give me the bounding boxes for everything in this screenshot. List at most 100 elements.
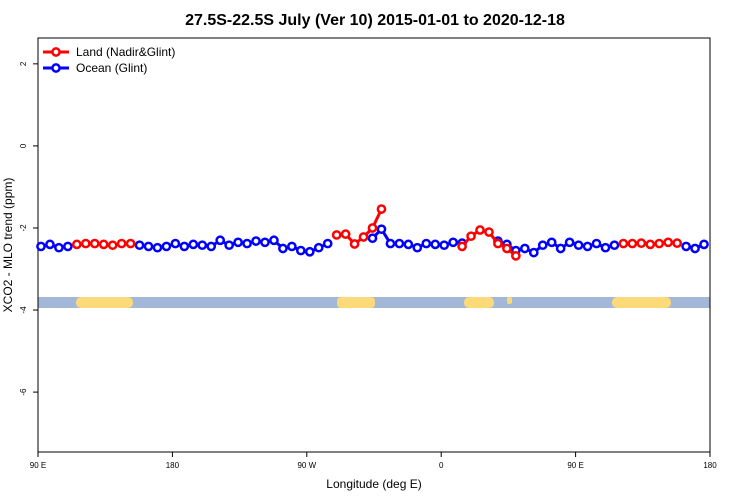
data-point <box>636 238 647 249</box>
x-tick-label: 90 W <box>297 461 316 470</box>
data-point <box>179 241 190 252</box>
data-point <box>430 239 441 250</box>
data-point <box>45 239 55 250</box>
x-axis-label: Longitude (deg E) <box>326 477 421 491</box>
land-patch <box>464 297 494 308</box>
data-point <box>448 237 458 248</box>
data-point <box>564 237 575 248</box>
data-point <box>304 246 315 257</box>
data-point <box>287 241 297 252</box>
data-point <box>681 241 691 252</box>
data-point <box>251 236 261 246</box>
data-point <box>197 240 208 251</box>
data-point <box>493 238 503 249</box>
data-point <box>537 240 548 251</box>
data-point <box>80 238 91 249</box>
data-point <box>519 243 530 254</box>
data-point <box>645 239 656 250</box>
legend-label: Land (Nadir&Glint) <box>76 45 175 59</box>
legend-marker <box>51 63 61 73</box>
data-point <box>331 230 342 240</box>
legend-label: Ocean (Glint) <box>76 61 147 75</box>
data-point <box>134 240 145 251</box>
data-point <box>63 241 73 252</box>
data-point <box>233 237 243 248</box>
data-point <box>367 233 378 244</box>
chart-title: 27.5S-22.5S July (Ver 10) 2015-01-01 to … <box>185 12 565 29</box>
data-point <box>573 240 584 251</box>
data-point <box>242 238 252 249</box>
data-point <box>582 241 593 252</box>
data-point <box>107 240 118 251</box>
data-point <box>349 239 360 249</box>
data-point <box>36 241 46 252</box>
data-point <box>125 238 136 249</box>
x-tick-label: 0 <box>439 461 444 470</box>
data-point <box>403 239 414 250</box>
y-tick-label: -4 <box>19 306 28 314</box>
data-point <box>591 238 602 249</box>
land-patch <box>337 297 375 308</box>
data-point <box>672 238 682 249</box>
data-point <box>439 240 450 251</box>
data-point <box>690 243 700 254</box>
data-point <box>188 239 199 250</box>
data-point <box>278 243 288 254</box>
land-patch <box>507 297 512 304</box>
data-point <box>71 239 82 250</box>
data-point <box>627 238 638 249</box>
data-point <box>699 239 709 250</box>
data-point <box>358 232 369 242</box>
y-tick-label: 0 <box>19 143 28 148</box>
data-point <box>161 241 172 252</box>
data-point <box>511 251 521 261</box>
data-point <box>502 243 512 254</box>
data-point <box>152 242 163 253</box>
data-point <box>654 238 665 249</box>
data-point <box>54 242 64 253</box>
data-point <box>618 238 629 249</box>
data-point <box>376 204 387 214</box>
y-axis-label: XCO2 - MLO trend (ppm) <box>1 178 15 313</box>
data-point <box>546 237 557 248</box>
data-point <box>322 238 333 249</box>
data-point <box>484 227 494 237</box>
y-tick-label: -2 <box>19 224 28 232</box>
data-point <box>457 241 467 252</box>
data-point <box>609 240 620 251</box>
data-point <box>394 238 405 249</box>
y-tick-label: 2 <box>19 61 28 66</box>
data-point <box>340 229 351 239</box>
land-mask-strip <box>38 297 710 308</box>
x-tick-label: 180 <box>166 461 180 470</box>
data-point <box>600 242 611 253</box>
data-point <box>206 241 217 252</box>
x-tick-label: 90 E <box>30 461 46 470</box>
data-point <box>528 247 539 258</box>
y-tick-label: -6 <box>19 388 28 396</box>
x-tick-label: 90 E <box>567 461 583 470</box>
data-point <box>421 238 432 249</box>
data-point <box>269 235 279 246</box>
land-patch <box>612 297 671 308</box>
data-point <box>313 242 324 253</box>
data-point <box>143 241 154 252</box>
data-point <box>98 239 109 250</box>
data-point <box>224 240 234 251</box>
data-point <box>215 235 226 246</box>
data-point <box>555 243 566 254</box>
data-point <box>376 224 387 235</box>
data-point <box>170 238 181 249</box>
data-point <box>260 237 270 248</box>
data-point <box>466 231 476 242</box>
data-point <box>663 237 674 248</box>
data-point <box>295 245 306 256</box>
data-point <box>367 223 378 233</box>
data-point <box>475 225 485 235</box>
data-point <box>116 238 127 249</box>
data-point <box>412 242 423 253</box>
legend-marker <box>51 47 61 57</box>
land-patch <box>76 297 133 308</box>
data-point <box>89 238 100 249</box>
